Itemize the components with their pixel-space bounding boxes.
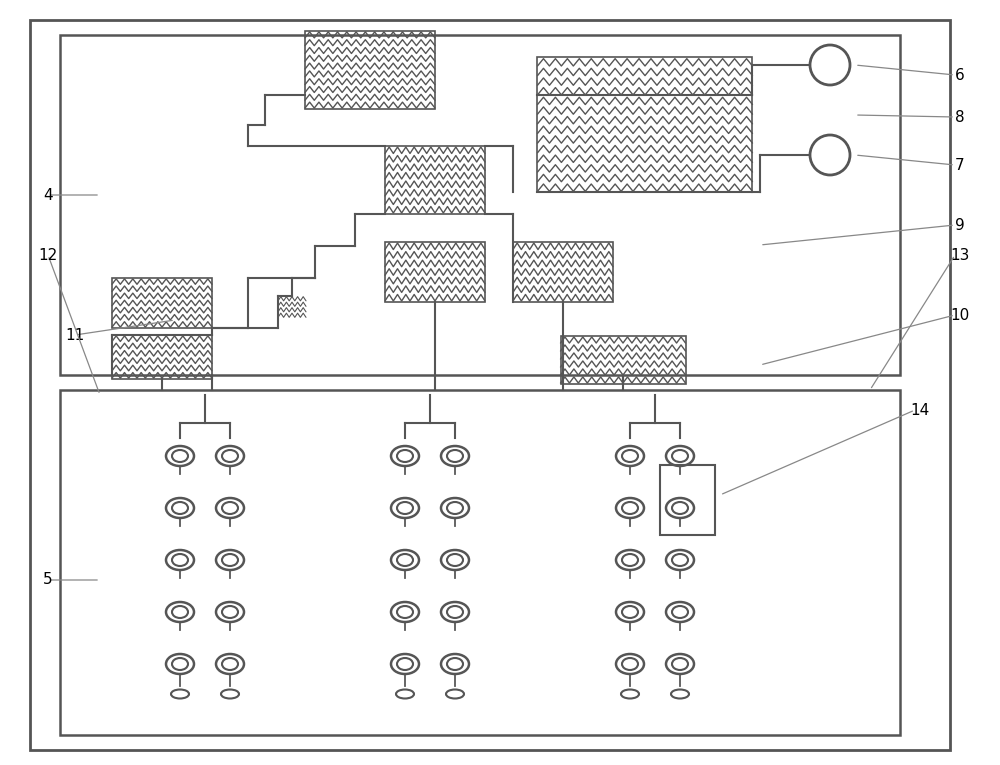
Text: 6: 6 (955, 67, 965, 83)
Ellipse shape (222, 554, 238, 566)
Ellipse shape (391, 550, 419, 570)
Ellipse shape (216, 498, 244, 518)
Ellipse shape (391, 602, 419, 622)
Ellipse shape (616, 498, 644, 518)
Text: 11: 11 (65, 327, 85, 343)
Ellipse shape (391, 654, 419, 674)
Ellipse shape (397, 658, 413, 670)
Ellipse shape (616, 602, 644, 622)
Bar (60, 35, 900, 375)
Ellipse shape (446, 689, 464, 698)
Ellipse shape (666, 446, 694, 466)
Ellipse shape (397, 554, 413, 566)
Circle shape (810, 45, 850, 85)
Ellipse shape (672, 502, 688, 514)
Ellipse shape (616, 654, 644, 674)
Text: 5: 5 (43, 572, 53, 588)
Text: 13: 13 (950, 248, 970, 262)
Ellipse shape (397, 606, 413, 618)
Text: 4: 4 (43, 187, 53, 203)
Ellipse shape (616, 446, 644, 466)
Ellipse shape (397, 450, 413, 462)
Bar (385, 242, 485, 302)
Ellipse shape (622, 554, 638, 566)
Text: 8: 8 (955, 109, 965, 125)
Bar (513, 242, 613, 302)
Ellipse shape (441, 446, 469, 466)
Bar (112, 335, 212, 379)
Bar (112, 278, 212, 328)
Ellipse shape (216, 602, 244, 622)
Ellipse shape (447, 554, 463, 566)
Ellipse shape (616, 550, 644, 570)
Ellipse shape (447, 502, 463, 514)
Ellipse shape (396, 689, 414, 698)
Bar (561, 336, 686, 384)
Ellipse shape (666, 654, 694, 674)
Ellipse shape (222, 658, 238, 670)
Ellipse shape (216, 550, 244, 570)
Ellipse shape (216, 654, 244, 674)
Bar (305, 31, 435, 109)
Ellipse shape (672, 606, 688, 618)
Ellipse shape (166, 602, 194, 622)
Ellipse shape (221, 689, 239, 698)
Ellipse shape (441, 498, 469, 518)
Ellipse shape (222, 450, 238, 462)
Circle shape (810, 135, 850, 175)
Ellipse shape (166, 550, 194, 570)
Ellipse shape (222, 606, 238, 618)
Ellipse shape (447, 606, 463, 618)
Text: 10: 10 (950, 308, 970, 323)
Text: 7: 7 (955, 158, 965, 172)
Ellipse shape (172, 658, 188, 670)
Ellipse shape (166, 446, 194, 466)
Ellipse shape (441, 550, 469, 570)
Ellipse shape (622, 658, 638, 670)
Ellipse shape (666, 550, 694, 570)
Ellipse shape (441, 602, 469, 622)
Ellipse shape (172, 502, 188, 514)
Ellipse shape (622, 450, 638, 462)
Ellipse shape (672, 554, 688, 566)
Text: 14: 14 (910, 402, 930, 418)
Ellipse shape (621, 689, 639, 698)
Ellipse shape (672, 450, 688, 462)
Ellipse shape (441, 654, 469, 674)
Ellipse shape (666, 498, 694, 518)
Ellipse shape (397, 502, 413, 514)
Bar (60, 390, 900, 735)
Ellipse shape (172, 450, 188, 462)
Ellipse shape (166, 654, 194, 674)
Ellipse shape (222, 502, 238, 514)
Ellipse shape (391, 498, 419, 518)
Ellipse shape (447, 658, 463, 670)
Ellipse shape (622, 606, 638, 618)
Bar (660, 465, 715, 535)
Ellipse shape (172, 606, 188, 618)
Ellipse shape (666, 602, 694, 622)
Ellipse shape (672, 658, 688, 670)
Ellipse shape (171, 689, 189, 698)
Text: 12: 12 (38, 248, 58, 262)
Ellipse shape (622, 502, 638, 514)
Text: 9: 9 (955, 217, 965, 233)
Ellipse shape (172, 554, 188, 566)
Bar (537, 57, 752, 192)
Ellipse shape (671, 689, 689, 698)
Ellipse shape (216, 446, 244, 466)
Bar (385, 146, 485, 214)
Ellipse shape (391, 446, 419, 466)
Ellipse shape (166, 498, 194, 518)
Ellipse shape (447, 450, 463, 462)
